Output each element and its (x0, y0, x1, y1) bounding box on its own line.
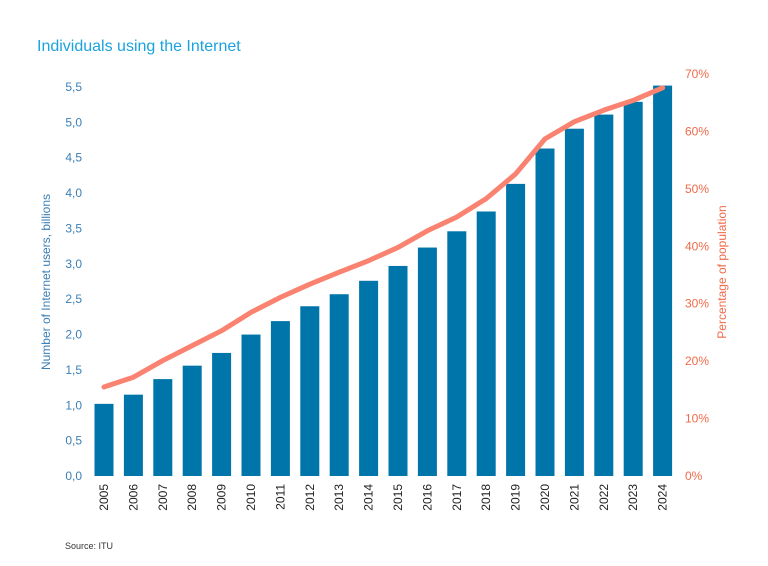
left-tick-label: 5,0 (65, 115, 82, 129)
x-tick-label: 2016 (420, 484, 434, 511)
x-tick-label: 2011 (273, 484, 287, 510)
source-note: Source: ITU (65, 541, 114, 551)
percentage-line (101, 85, 666, 390)
x-tick-label: 2007 (156, 484, 170, 511)
x-tick-label: 2014 (362, 484, 376, 511)
right-tick-label: 20% (685, 354, 709, 368)
right-tick-label: 60% (685, 124, 709, 138)
x-tick-label: 2012 (303, 484, 317, 511)
x-tick-label: 2009 (215, 484, 229, 511)
x-tick-label: 2005 (97, 484, 111, 511)
bar-2023 (623, 101, 643, 477)
x-tick-label: 2010 (244, 484, 258, 511)
left-tick-label: 0,0 (65, 469, 82, 483)
x-tick-label: 2023 (626, 484, 640, 511)
bar-2015 (388, 265, 408, 476)
right-tick-label: 40% (685, 239, 709, 253)
right-tick-label: 10% (685, 412, 709, 426)
left-tick-label: 3,5 (65, 221, 82, 235)
left-tick-label: 1,5 (65, 363, 82, 377)
x-tick-label: 2021 (567, 484, 581, 511)
bar-2019 (506, 183, 526, 476)
bar-2011 (270, 321, 290, 476)
left-tick-label: 1,0 (65, 398, 82, 412)
left-tick-label: 4,5 (65, 151, 82, 165)
x-tick-label: 2008 (185, 484, 199, 511)
bar-2010 (241, 334, 261, 476)
bar-2020 (535, 148, 555, 477)
left-tick-label: 4,0 (65, 186, 82, 200)
bar-2013 (329, 294, 349, 476)
x-tick-label: 2020 (538, 484, 552, 511)
bar-2024 (653, 85, 673, 477)
right-tick-label: 30% (685, 297, 709, 311)
x-tick-label: 2024 (656, 484, 670, 511)
left-tick-label: 0,5 (65, 434, 82, 448)
bar-2006 (123, 394, 143, 476)
right-tick-label: 50% (685, 182, 709, 196)
x-tick-label: 2019 (509, 484, 523, 511)
chart-title: Individuals using the Internet (37, 38, 241, 55)
right-axis-title: Percentage of population (715, 205, 729, 338)
left-tick-label: 5,5 (65, 80, 82, 94)
x-tick-label: 2017 (450, 484, 464, 511)
x-tick-label: 2015 (391, 484, 405, 511)
right-tick-label: 70% (685, 67, 709, 81)
bar-2008 (182, 365, 202, 476)
x-tick-label: 2013 (332, 484, 346, 511)
x-tick-label: 2006 (126, 484, 140, 511)
bar-2014 (359, 280, 379, 476)
bar-2017 (447, 231, 467, 476)
bar-2012 (300, 306, 320, 476)
bar-2016 (417, 247, 437, 476)
right-tick-label: 0% (685, 469, 703, 483)
bar-2009 (212, 352, 232, 476)
bar-2021 (564, 128, 584, 476)
bar-2007 (153, 379, 173, 476)
bar-2005 (94, 403, 114, 476)
left-tick-label: 2,0 (65, 328, 82, 342)
bar-2018 (476, 211, 496, 477)
left-axis-title: Number of Internet users, billions (39, 194, 53, 370)
x-tick-label: 2018 (479, 484, 493, 511)
bar-2022 (594, 114, 614, 477)
x-tick-label: 2022 (597, 484, 611, 511)
left-tick-label: 2,5 (65, 292, 82, 306)
left-tick-label: 3,0 (65, 257, 82, 271)
